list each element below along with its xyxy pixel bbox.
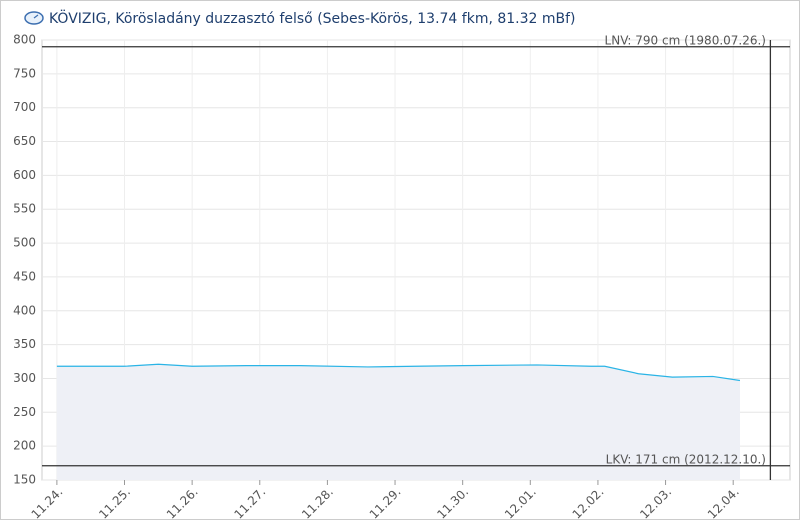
reference-label: LNV: 790 cm (1980.07.26.) <box>605 33 766 47</box>
line <box>56 363 741 382</box>
chart-title: KÖVIZIG, Körösladány duzzasztó felső (Se… <box>49 9 576 27</box>
y-tick-label: 250 <box>13 405 36 419</box>
y-tick-label: 350 <box>13 337 36 351</box>
y-tick-label: 300 <box>13 371 36 385</box>
y-tick-label: 750 <box>13 66 36 80</box>
clock-icon <box>24 11 44 25</box>
y-tick-label: 800 <box>13 33 36 47</box>
area <box>56 364 740 480</box>
y-tick-label: 550 <box>13 202 36 216</box>
y-tick-label: 500 <box>13 236 36 250</box>
y-tick-label: 700 <box>13 100 36 114</box>
y-tick-label: 600 <box>13 168 36 182</box>
y-tick-label: 650 <box>13 134 36 148</box>
reference-label: LKV: 171 cm (2012.12.10.) <box>606 452 766 466</box>
y-tick-label: 150 <box>13 473 36 487</box>
y-tick-label: 400 <box>13 303 36 317</box>
y-tick-label: 200 <box>13 439 36 453</box>
y-tick-label: 450 <box>13 269 36 283</box>
